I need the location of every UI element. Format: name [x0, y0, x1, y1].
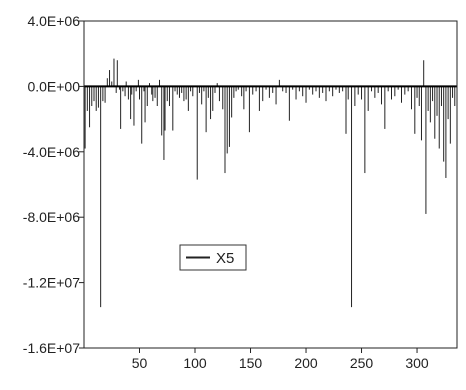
y-tick-label: -1.6E+07 [23, 340, 80, 356]
x-tick-label: 100 [183, 355, 207, 371]
legend: X5 [179, 244, 247, 271]
bars-group [84, 58, 456, 308]
x-tick-label: 150 [239, 355, 263, 371]
y-tick-label: -8.0E+06 [23, 209, 80, 225]
y-tick-label: 0.0E+00 [27, 78, 80, 94]
x-tick-label: 300 [405, 355, 429, 371]
y-tick-label: 4.0E+06 [27, 13, 80, 29]
y-tick-label: -1.2E+07 [23, 275, 80, 291]
x-tick-label: 200 [294, 355, 318, 371]
x-axis: 50 100 150 200 250 300 [132, 348, 429, 371]
x-tick-label: 250 [350, 355, 374, 371]
x-tick-label: 50 [132, 355, 148, 371]
y-tick-label: -4.0E+06 [23, 144, 80, 160]
y-axis: 4.0E+06 0.0E+00 -4.0E+06 -8.0E+06 -1.2E+07 -1… [23, 13, 84, 356]
plot-frame [83, 20, 458, 349]
legend-label: X5 [216, 250, 234, 267]
plot-area [83, 20, 458, 349]
